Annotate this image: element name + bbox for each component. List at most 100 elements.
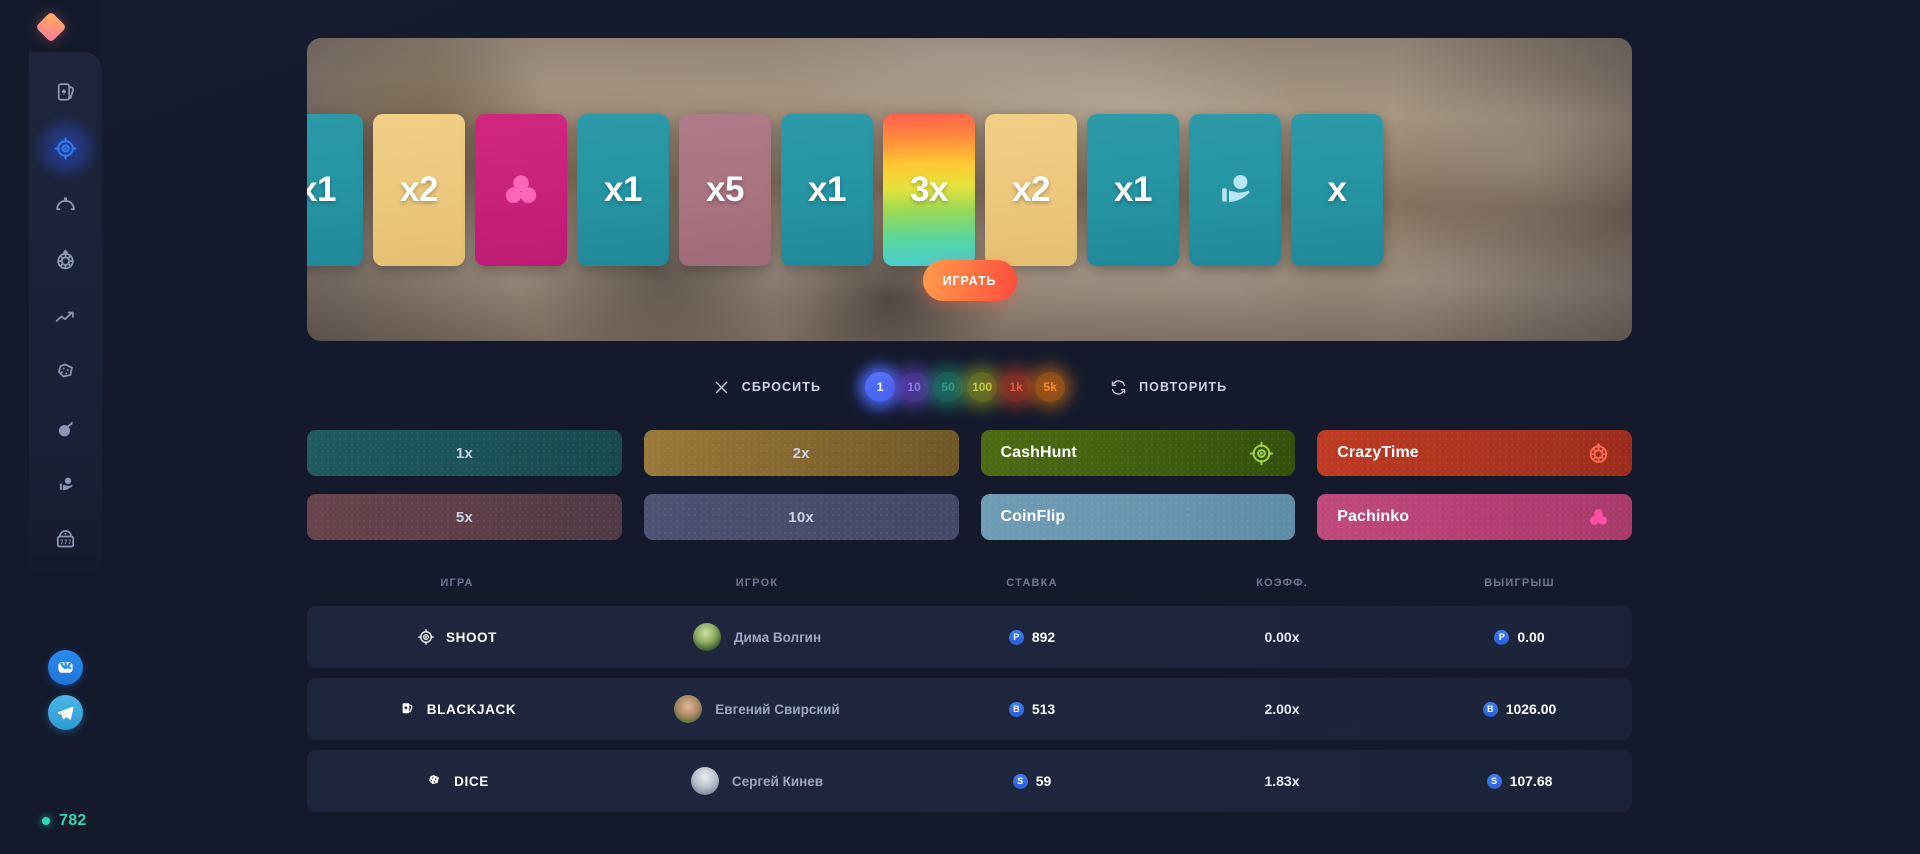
chip-50[interactable]: 50 bbox=[926, 365, 971, 409]
player-name: Сергей Кинев bbox=[731, 773, 824, 789]
currency-coin-icon: S bbox=[1012, 773, 1028, 789]
cell-game: BLACKJACK bbox=[307, 700, 607, 718]
currency-coin-icon: B bbox=[1482, 701, 1498, 717]
table-row[interactable]: BLACKJACK Евгений Свирский B 513 2.00x B 1026.… bbox=[307, 678, 1632, 740]
bet-option-label: 10x bbox=[788, 508, 814, 526]
wheel-strip[interactable]: x1 x2 x1 x5 x1 3x x2 x1 x bbox=[307, 38, 1596, 341]
sidebar-item-crash[interactable] bbox=[40, 290, 92, 342]
cell-coefficient: 2.00x bbox=[1264, 701, 1300, 717]
sidebar: 782 bbox=[0, 0, 102, 854]
wheel-segment[interactable]: x bbox=[1291, 113, 1383, 266]
sidebar-item-mines[interactable] bbox=[40, 402, 92, 454]
table-row[interactable]: DICE Сергей Кинев S 59 1.83x S 107.68 bbox=[307, 750, 1632, 812]
cell-player: Евгений Свирский bbox=[607, 695, 907, 723]
table-header-row: ИГРА ИГРОК СТАВКА КОЭФФ. ВЫИГРЫШ bbox=[307, 560, 1632, 606]
sidebar-item-blackjack[interactable] bbox=[40, 66, 92, 118]
sidebar-item-wheel[interactable] bbox=[40, 234, 92, 286]
wheel-segment[interactable]: x2 bbox=[985, 113, 1077, 266]
wheel-icon bbox=[1589, 442, 1608, 463]
bet-amount: 59 bbox=[1035, 773, 1052, 789]
brand-logo[interactable] bbox=[0, 6, 102, 48]
coin-hand-icon bbox=[1248, 504, 1275, 531]
wheel-segment-label: x1 bbox=[1114, 169, 1152, 209]
wheel-segment-label: x1 bbox=[604, 169, 642, 209]
chip-1[interactable]: 1 bbox=[858, 365, 903, 409]
chip-1k[interactable]: 1k bbox=[994, 365, 1039, 409]
bet-option-label: 5x bbox=[455, 508, 473, 526]
chip-value: 5k bbox=[1043, 380, 1057, 394]
bet-option-coinflip[interactable]: CoinFlip bbox=[980, 494, 1296, 540]
win-amount: 1026.00 bbox=[1505, 701, 1557, 717]
cards-icon bbox=[402, 703, 413, 714]
wheel-segment[interactable]: 3x bbox=[883, 113, 975, 266]
currency-coin-icon: S bbox=[1486, 773, 1502, 789]
bet-option-2x[interactable]: 2x bbox=[643, 430, 959, 476]
chip-10[interactable]: 10 bbox=[892, 365, 937, 409]
vk-icon bbox=[58, 662, 73, 673]
crosshair-target-icon bbox=[1249, 441, 1274, 465]
chip-value: 1 bbox=[876, 380, 884, 394]
player-name: Дима Волгин bbox=[733, 629, 822, 645]
sidebar-item-slots[interactable] bbox=[40, 514, 92, 566]
reset-bets-button[interactable]: СБРОСИТЬ bbox=[712, 378, 821, 397]
chip-5k[interactable]: 5k bbox=[1028, 365, 1073, 409]
sidebar-item-coinflip[interactable] bbox=[40, 458, 92, 510]
avatar bbox=[674, 695, 703, 723]
bet-option-cashhunt[interactable]: CashHunt bbox=[980, 430, 1296, 476]
wheel-segment[interactable]: x1 bbox=[577, 113, 669, 266]
pachinko-icon bbox=[1589, 508, 1608, 525]
wheel-segment-label: x1 bbox=[808, 169, 846, 209]
dice-icon bbox=[429, 775, 440, 785]
wheel-icon bbox=[57, 249, 74, 269]
coin-hand-icon bbox=[59, 477, 73, 490]
slot-777-icon bbox=[56, 529, 75, 547]
cell-game: DICE bbox=[307, 772, 607, 790]
bet-option-10x[interactable]: 10x bbox=[643, 494, 959, 540]
bet-option-1x[interactable]: 1x bbox=[307, 430, 622, 476]
cards-icon bbox=[57, 82, 75, 101]
vk-link[interactable] bbox=[48, 650, 83, 685]
play-button[interactable]: ИГРАТЬ bbox=[922, 260, 1017, 301]
table-body: SHOOT Дима Волгин P 892 0.00x P 0.00 BLACKJACK Е… bbox=[307, 606, 1632, 812]
sidebar-item-dice[interactable] bbox=[40, 346, 92, 398]
wheel-segment[interactable]: x1 bbox=[1087, 113, 1179, 266]
wheel-segment-label: x2 bbox=[400, 169, 438, 209]
telegram-link[interactable] bbox=[48, 695, 83, 730]
cell-bet: S 59 bbox=[907, 773, 1157, 789]
online-players-badge: 782 bbox=[42, 812, 87, 830]
crosshair-target-icon bbox=[418, 629, 434, 645]
wheel-segment-label: x5 bbox=[706, 169, 744, 209]
bet-option-label: CoinFlip bbox=[1000, 508, 1066, 525]
game-name: BLACKJACK bbox=[426, 701, 517, 717]
chip-selector: 1 10 50 100 1k 5k bbox=[858, 365, 1073, 409]
bet-option-crazytime[interactable]: CrazyTime bbox=[1317, 430, 1632, 476]
chip-100[interactable]: 100 bbox=[960, 365, 1005, 409]
wheel-segment[interactable]: x5 bbox=[679, 113, 771, 266]
pachinko-icon bbox=[505, 174, 537, 203]
win-amount: 0.00 bbox=[1517, 629, 1545, 645]
wheel-segment[interactable] bbox=[475, 113, 567, 266]
repeat-bet-label: ПОВТОРИТЬ bbox=[1139, 380, 1228, 394]
wheel-segment-label: x2 bbox=[1012, 169, 1050, 209]
table-column-header: КОЭФФ. bbox=[1256, 577, 1308, 589]
bet-option-pachinko[interactable]: Pachinko bbox=[1317, 494, 1632, 540]
table-row[interactable]: SHOOT Дима Волгин P 892 0.00x P 0.00 bbox=[307, 606, 1632, 668]
table-column-header: СТАВКА bbox=[1006, 577, 1058, 589]
bet-option-5x[interactable]: 5x bbox=[307, 494, 622, 540]
live-bets-table: ИГРА ИГРОК СТАВКА КОЭФФ. ВЫИГРЫШ SHOOT Дима В… bbox=[307, 560, 1632, 822]
cell-win: S 107.68 bbox=[1407, 773, 1632, 789]
bet-amount: 513 bbox=[1031, 701, 1056, 717]
sidebar-nav bbox=[29, 52, 102, 584]
wheel-segment[interactable]: x1 bbox=[781, 113, 873, 266]
wheel-segment[interactable] bbox=[1189, 113, 1281, 266]
trend-up-icon bbox=[55, 311, 74, 322]
bet-option-label: Pachinko bbox=[1337, 508, 1410, 525]
bet-option-label: 1x bbox=[455, 444, 473, 462]
wheel-segment[interactable]: x2 bbox=[373, 113, 465, 266]
repeat-bet-button[interactable]: ПОВТОРИТЬ bbox=[1109, 378, 1227, 397]
sidebar-item-shoot[interactable] bbox=[40, 122, 92, 174]
wheel-segment[interactable]: x1 bbox=[307, 113, 363, 266]
sidebar-item-plinko[interactable] bbox=[40, 178, 92, 230]
table-column-header: ИГРА bbox=[440, 577, 474, 589]
chip-value: 1k bbox=[1009, 380, 1023, 394]
